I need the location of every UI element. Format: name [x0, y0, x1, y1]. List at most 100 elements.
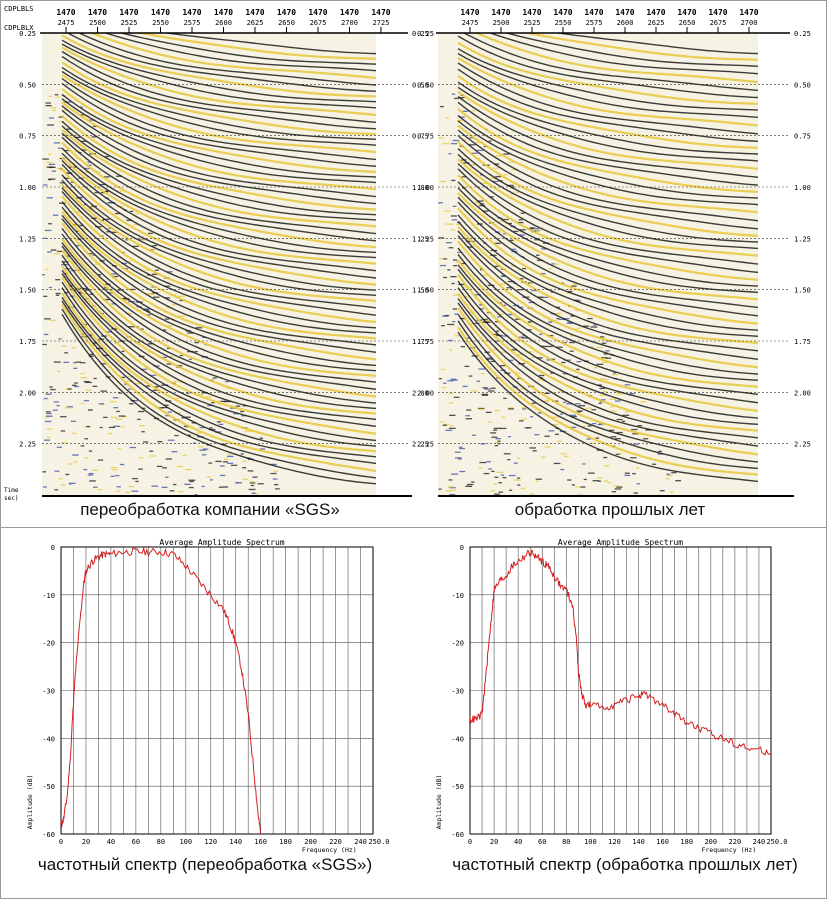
trace-label-bottom: 2575	[184, 19, 201, 27]
y-tick-label: -50	[42, 783, 55, 791]
time-tick-label-right: 0.50	[794, 81, 811, 89]
trace-label-top: 1470	[88, 8, 107, 17]
trace-label-bottom: 2575	[586, 19, 603, 27]
time-tick-label: 1.50	[19, 287, 36, 295]
time-tick-label: 0.50	[417, 81, 434, 89]
y-tick-label: -60	[451, 831, 464, 839]
time-tick-label: 0.50	[19, 81, 36, 89]
time-tick-label: 2.00	[417, 389, 434, 397]
trace-label-bottom: 2600	[215, 19, 232, 27]
section-divider	[0, 527, 827, 528]
time-tick-label-right: 1.25	[794, 235, 811, 243]
x-tick-label: 80	[562, 838, 570, 846]
trace-label-top: 1470	[708, 8, 727, 17]
x-tick-label: 0	[59, 838, 63, 846]
x-tick-label: 20	[490, 838, 498, 846]
x-tick-label: 220	[329, 838, 342, 846]
time-tick-label: 1.00	[19, 184, 36, 192]
trace-label-bottom: 2525	[121, 19, 138, 27]
seismic-reflectors	[438, 33, 758, 495]
trace-label-top: 1470	[646, 8, 665, 17]
spectrum-series-line	[469, 549, 772, 756]
spectrum-caption-left: частотный спектр (переобработка «SGS»)	[37, 855, 373, 874]
time-tick-label-right: 0.25	[412, 30, 429, 38]
time-tick-label-right: 1.75	[412, 338, 429, 346]
trace-label-top: 1470	[308, 8, 327, 17]
x-tick-label: 160	[254, 838, 267, 846]
y-tick-label: 0	[51, 544, 55, 552]
time-tick-label: 2.00	[19, 389, 36, 397]
trace-label-top: 1470	[491, 8, 510, 17]
trace-label-top: 1470	[371, 8, 390, 17]
trace-label-bottom: 2600	[617, 19, 634, 27]
y-tick-label: -40	[42, 735, 55, 743]
x-axis-label: Frequency (Hz)	[302, 846, 357, 854]
y-tick-label: 0	[460, 544, 464, 552]
x-tick-label: 250.0	[766, 838, 787, 846]
x-tick-label: 140	[229, 838, 242, 846]
x-tick-label: 140	[632, 838, 645, 846]
trace-label-bottom: 2625	[648, 19, 665, 27]
y-tick-label: -30	[42, 688, 55, 696]
y-tick-label: -10	[451, 592, 464, 600]
trace-label-top: 1470	[214, 8, 233, 17]
seismic-caption-right: обработка прошлых лет	[514, 500, 706, 519]
time-tick-label-right: 0.75	[794, 133, 811, 141]
time-axis-unit: sec)	[4, 495, 18, 502]
time-tick-label: 1.00	[417, 184, 434, 192]
trace-label-top: 1470	[460, 8, 479, 17]
y-tick-label: -20	[451, 640, 464, 648]
time-tick-label-right: 2.25	[794, 441, 811, 449]
trace-label-top: 1470	[522, 8, 541, 17]
time-tick-label-right: 1.50	[794, 287, 811, 295]
time-tick-label-right: 0.25	[794, 30, 811, 38]
x-axis-label: Frequency (Hz)	[701, 846, 756, 854]
time-tick-label-right: 1.75	[794, 338, 811, 346]
time-tick-label: 1.75	[417, 338, 434, 346]
time-tick-label-right: 1.00	[412, 184, 429, 192]
trace-label-bottom: 2500	[493, 19, 510, 27]
chart-title: Average Amplitude Spectrum	[558, 538, 683, 547]
y-tick-label: -10	[42, 592, 55, 600]
time-tick-label-right: 2.25	[412, 441, 429, 449]
trace-label-top: 1470	[553, 8, 572, 17]
time-tick-label: 1.25	[417, 235, 434, 243]
spectrum-chart-right: Average Amplitude Spectrum 0 -10 -20 -30 -40 -…	[435, 538, 788, 854]
time-tick-label: 1.50	[417, 287, 434, 295]
y-tick-label: -40	[451, 735, 464, 743]
x-tick-label: 180	[680, 838, 693, 846]
plot-frame	[60, 546, 374, 835]
trace-label-top: 1470	[584, 8, 603, 17]
trace-label-top: 1470	[277, 8, 296, 17]
x-tick-label: 100	[179, 838, 192, 846]
trace-label-top: 1470	[615, 8, 634, 17]
x-tick-label: 60	[538, 838, 546, 846]
x-tick-label: 220	[729, 838, 742, 846]
trace-label-top: 1470	[119, 8, 138, 17]
trace-label-bottom: 2525	[524, 19, 541, 27]
x-tick-label: 120	[204, 838, 217, 846]
header-label-cdplblx: CDPLBLX	[4, 24, 34, 32]
time-tick-label-right: 1.25	[412, 235, 429, 243]
time-tick-label: 0.25	[417, 30, 434, 38]
seismic-panel-right: 0.25 0.25 0.50 0.50 0.75 0.75 1.00 1.00 1.25 1.25…	[417, 8, 811, 497]
seismic-panel-left: 0.25 0.25 0.50 0.50 0.75 0.75 1.00 1.00 1.25 1.25…	[19, 8, 429, 497]
time-tick-label-right: 1.50	[412, 287, 429, 295]
time-tick-label-right: 2.00	[412, 389, 429, 397]
trace-label-bottom: 2625	[247, 19, 264, 27]
plot-frame	[469, 546, 772, 835]
time-tick-label-right: 0.75	[412, 133, 429, 141]
trace-label-bottom: 2650	[278, 19, 295, 27]
time-tick-label: 0.75	[19, 133, 36, 141]
x-tick-label: 200	[704, 838, 717, 846]
y-tick-label: -30	[451, 688, 464, 696]
trace-label-top: 1470	[151, 8, 170, 17]
trace-label-top: 1470	[182, 8, 201, 17]
chart-title: Average Amplitude Spectrum	[159, 538, 284, 547]
x-tick-label: 100	[584, 838, 597, 846]
x-tick-label: 40	[107, 838, 115, 846]
x-tick-label: 20	[82, 838, 90, 846]
trace-label-top: 1470	[340, 8, 359, 17]
trace-label-bottom: 2475	[58, 19, 75, 27]
